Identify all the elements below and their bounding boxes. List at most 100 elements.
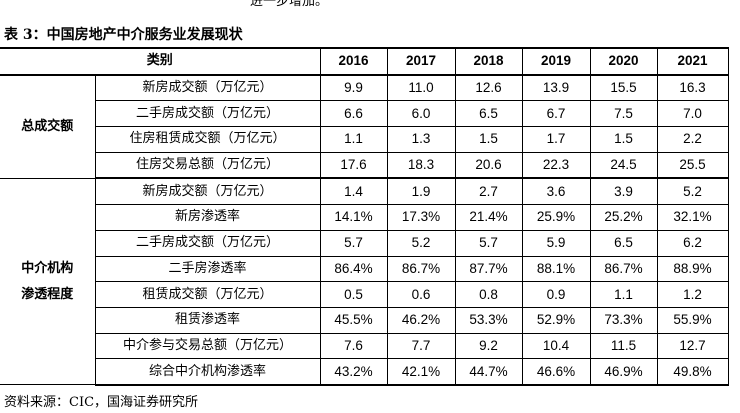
value-cell: 49.8%	[656, 358, 729, 386]
value-cell: 9.2	[454, 332, 523, 360]
table-row: 二手房成交额（万亿元） 6.6 6.0 6.5 6.7 7.5 7.0	[0, 100, 729, 128]
item-cell: 新房渗透率	[94, 204, 321, 231]
value-cell: 52.9%	[521, 306, 591, 334]
value-cell: 86.7%	[589, 255, 658, 283]
value-cell: 0.6	[386, 281, 456, 308]
table-row: 租赁成交额（万亿元） 0.5 0.6 0.8 0.9 1.1 1.2	[0, 281, 729, 308]
table-row: 住房租赁成交额（万亿元） 1.1 1.3 1.5 1.7 1.5 2.2	[0, 126, 729, 153]
source-note: 资料来源：CIC，国海证券研究所	[4, 395, 199, 410]
value-cell: 87.7%	[454, 255, 523, 283]
value-cell: 3.6	[521, 177, 591, 206]
table-row: 中介机构 渗透程度 新房成交额（万亿元） 1.4 1.9 2.7 3.6 3.9 5.2	[0, 177, 729, 386]
value-cell: 42.1%	[386, 358, 456, 386]
group-cell: 总成交额	[0, 74, 96, 179]
table-row: 综合中介机构渗透率 43.2% 42.1% 44.7% 46.6% 46.9% 49.8%	[0, 358, 729, 386]
value-cell: 9.9	[319, 74, 388, 102]
value-cell: 21.4%	[454, 204, 523, 231]
group-label: 总成交额	[21, 118, 74, 134]
value-cell: 5.2	[386, 229, 456, 257]
group-label: 渗透程度	[21, 286, 74, 302]
value-cell: 22.3	[521, 151, 591, 180]
value-cell: 12.6	[454, 74, 523, 102]
value-cell: 5.9	[521, 229, 591, 257]
value-cell: 0.5	[319, 281, 388, 308]
value-cell: 15.5	[589, 74, 658, 102]
value-cell: 6.2	[656, 229, 729, 257]
value-cell: 46.6%	[521, 358, 591, 386]
item-cell: 二手房成交额（万亿元）	[94, 229, 321, 257]
group-label: 中介机构	[21, 260, 74, 276]
value-cell: 16.3	[656, 74, 729, 102]
item-cell: 二手房渗透率	[94, 255, 321, 283]
table-title: 表 3：中国房地产中介服务业发展现状	[4, 27, 243, 43]
table-row: 住房交易总额（万亿元） 17.6 18.3 20.6 22.3 24.5 25.5	[0, 151, 729, 180]
value-cell: 25.2%	[589, 204, 658, 231]
value-cell: 6.0	[386, 100, 456, 128]
value-cell: 1.1	[319, 126, 388, 153]
value-cell: 86.4%	[319, 255, 388, 283]
value-cell: 1.5	[454, 126, 523, 153]
value-cell: 46.2%	[386, 306, 456, 334]
value-cell: 12.7	[656, 332, 729, 360]
value-cell: 6.6	[319, 100, 388, 128]
value-cell: 10.4	[521, 332, 591, 360]
value-cell: 0.8	[454, 281, 523, 308]
value-cell: 88.9%	[656, 255, 729, 283]
value-cell: 55.9%	[656, 306, 729, 334]
value-cell: 20.6	[454, 151, 523, 180]
value-cell: 45.5%	[319, 306, 388, 334]
header-cell: 类别	[0, 47, 321, 76]
table-row: 中介参与交易总额（万亿元） 7.6 7.7 9.2 10.4 11.5 12.7	[0, 332, 729, 360]
value-cell: 0.9	[521, 281, 591, 308]
value-cell: 14.1%	[319, 204, 388, 231]
header-cell: 2017	[386, 47, 456, 76]
value-cell: 7.6	[319, 332, 388, 360]
header-cell: 2021	[656, 47, 729, 76]
header-cell: 2020	[589, 47, 658, 76]
value-cell: 1.1	[589, 281, 658, 308]
table-row: 二手房成交额（万亿元） 5.7 5.2 5.7 5.9 6.5 6.2	[0, 229, 729, 257]
value-cell: 25.5	[656, 151, 729, 180]
value-cell: 2.7	[454, 177, 523, 206]
value-cell: 25.9%	[521, 204, 591, 231]
header-cell: 2016	[319, 47, 388, 76]
text-fragment: 进一步增加。	[250, 0, 329, 9]
value-cell: 5.7	[454, 229, 523, 257]
table-row: 二手房渗透率 86.4% 86.7% 87.7% 88.1% 86.7% 88.9%	[0, 255, 729, 283]
table-row: 新房渗透率 14.1% 17.3% 21.4% 25.9% 25.2% 32.1%	[0, 204, 729, 231]
table-row: 租赁渗透率 45.5% 46.2% 53.3% 52.9% 73.3% 55.9%	[0, 306, 729, 334]
item-cell: 新房成交额（万亿元）	[94, 74, 321, 102]
header-row: 类别 2016 2017 2018 2019 2020 2021	[0, 47, 729, 76]
value-cell: 5.2	[656, 177, 729, 206]
item-cell: 住房租赁成交额（万亿元）	[94, 126, 321, 153]
value-cell: 17.6	[319, 151, 388, 180]
value-cell: 6.5	[454, 100, 523, 128]
value-cell: 6.7	[521, 100, 591, 128]
value-cell: 6.5	[589, 229, 658, 257]
value-cell: 3.9	[589, 177, 658, 206]
group-cell: 中介机构 渗透程度	[0, 177, 96, 386]
item-cell: 二手房成交额（万亿元）	[94, 100, 321, 128]
value-cell: 73.3%	[589, 306, 658, 334]
value-cell: 53.3%	[454, 306, 523, 334]
value-cell: 1.3	[386, 126, 456, 153]
value-cell: 5.7	[319, 229, 388, 257]
value-cell: 44.7%	[454, 358, 523, 386]
value-cell: 2.2	[656, 126, 729, 153]
value-cell: 11.5	[589, 332, 658, 360]
item-cell: 租赁渗透率	[94, 306, 321, 334]
data-table: 类别 2016 2017 2018 2019 2020 2021 总成交额 新房成交额（万亿元）…	[0, 47, 729, 386]
item-cell: 住房交易总额（万亿元）	[94, 151, 321, 180]
item-cell: 综合中介机构渗透率	[94, 358, 321, 386]
value-cell: 43.2%	[319, 358, 388, 386]
value-cell: 7.0	[656, 100, 729, 128]
value-cell: 24.5	[589, 151, 658, 180]
value-cell: 17.3%	[386, 204, 456, 231]
table-row: 总成交额 新房成交额（万亿元） 9.9 11.0 12.6 13.9 15.5 16.3	[0, 74, 729, 179]
value-cell: 32.1%	[656, 204, 729, 231]
header-cell: 2018	[454, 47, 523, 76]
value-cell: 11.0	[386, 74, 456, 102]
value-cell: 86.7%	[386, 255, 456, 283]
value-cell: 18.3	[386, 151, 456, 180]
